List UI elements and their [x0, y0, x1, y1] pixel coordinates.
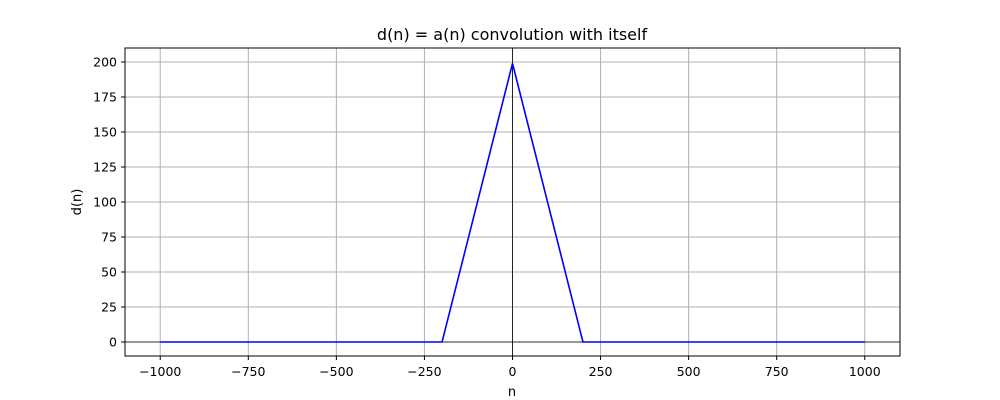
y-tick-label: 125	[93, 160, 117, 175]
chart-title: d(n) = a(n) convolution with itself	[377, 25, 648, 44]
y-tick-label: 175	[93, 90, 117, 105]
x-tick-label: 250	[589, 364, 613, 379]
x-tick-label: −750	[231, 364, 265, 379]
y-tick-label: 25	[101, 300, 117, 315]
series-line	[160, 63, 865, 343]
x-tick-label: 0	[509, 364, 517, 379]
x-tick-label: 750	[765, 364, 789, 379]
x-tick-label: 500	[677, 364, 701, 379]
x-tick-label: −250	[407, 364, 441, 379]
x-ticks: −1000 −750 −500 −250 0 250 500 750 1000	[139, 356, 881, 379]
y-ticks: 0 25 50 75 100 125 150 175 200	[93, 55, 125, 350]
x-tick-label: 1000	[849, 364, 881, 379]
y-axis-label: d(n)	[70, 189, 85, 216]
y-tick-label: 100	[93, 195, 117, 210]
y-tick-label: 75	[101, 230, 117, 245]
series-layer	[160, 63, 865, 343]
y-tick-label: 50	[101, 265, 117, 280]
y-tick-label: 0	[109, 335, 117, 350]
x-tick-label: −500	[319, 364, 353, 379]
x-axis-label: n	[508, 385, 516, 400]
y-tick-label: 150	[93, 125, 117, 140]
y-tick-label: 200	[93, 55, 117, 70]
x-tick-label: −1000	[139, 364, 181, 379]
